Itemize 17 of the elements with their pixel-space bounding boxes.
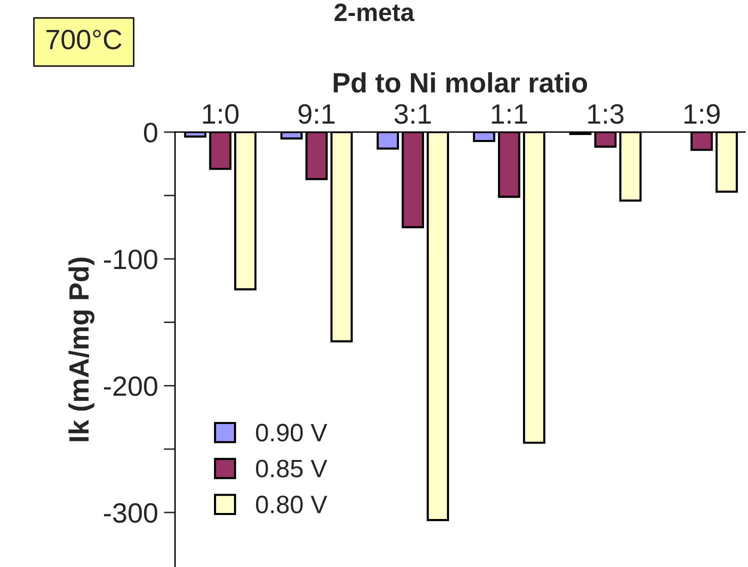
legend-label: 0.90 V (256, 424, 328, 442)
y-tick-label: -200 (104, 376, 158, 396)
x-tick-label: 1:1 (492, 104, 528, 124)
y-tick-label: -100 (104, 250, 158, 270)
chart-title: 2-meta (334, 3, 414, 22)
y-tick-label: 0 (144, 122, 158, 142)
x-tick-label: 9:1 (298, 104, 335, 124)
y-axis-title: Ik (mA/mg Pd) (68, 258, 94, 442)
text: 700°C (46, 30, 122, 50)
y-tick-label: -300 (104, 503, 158, 523)
x-tick-label: 1:9 (684, 104, 720, 124)
x-tick-label: 1:0 (203, 104, 239, 124)
legend-label: 0.85 V (256, 460, 328, 478)
x-axis-title: Pd to Ni molar ratio (334, 72, 588, 93)
x-tick-label: 1:3 (588, 104, 624, 124)
legend-label: 0.80 V (256, 496, 328, 514)
x-tick-label: 3:1 (394, 104, 431, 124)
